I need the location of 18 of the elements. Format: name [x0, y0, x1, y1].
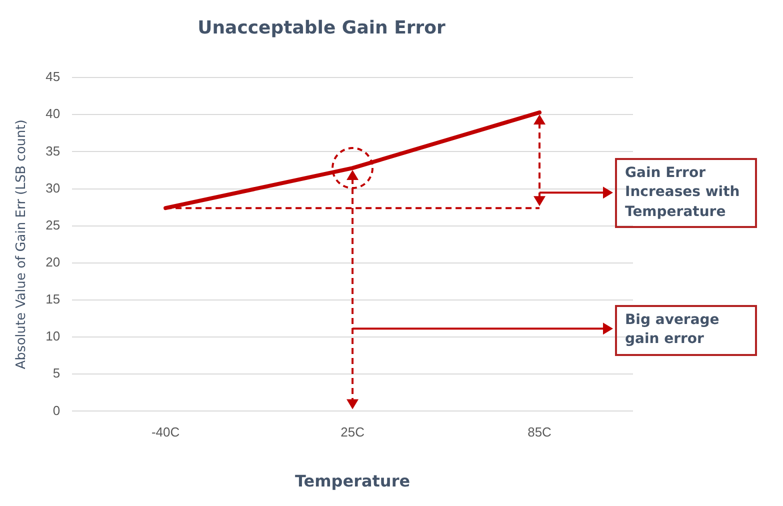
x-tick-label: 85C [528, 424, 552, 440]
y-tick-label: 5 [52, 366, 60, 381]
y-tick-label: 20 [46, 254, 60, 270]
chart-title: Unacceptable Gain Error [198, 17, 446, 38]
y-tick-label: 10 [46, 328, 60, 344]
y-tick-label: 40 [46, 106, 60, 122]
y-tick-label: 30 [46, 180, 60, 196]
y-axis-title: Absolute Value of Gain Err (LSB count) [14, 120, 30, 370]
x-axis-title: Temperature [294, 472, 410, 491]
annotation: Gain Error Increases with Temperature [615, 158, 757, 228]
annotation: Big average gain error [615, 304, 757, 356]
y-tick-label: 0 [52, 402, 60, 418]
y-tick-label: 15 [46, 292, 60, 307]
y-tick-label: 25 [46, 217, 60, 232]
y-tick-label: 35 [46, 143, 60, 158]
x-tick-label: 25C [340, 424, 364, 440]
x-tick-label: -40C [151, 424, 180, 440]
y-tick-label: 45 [46, 69, 60, 84]
